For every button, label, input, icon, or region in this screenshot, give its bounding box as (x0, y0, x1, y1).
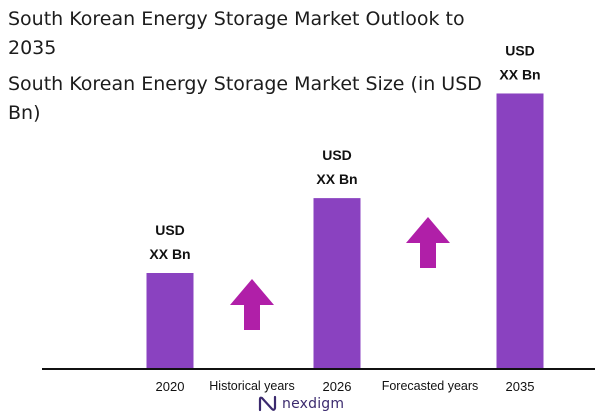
bar-value-label-2020-line2: XX Bn (149, 246, 190, 262)
x-tick-label-2035: 2035 (506, 379, 535, 394)
brand-name: nexdigm (282, 396, 345, 412)
bar-value-label-2035-line2: XX Bn (499, 66, 540, 82)
brand-logo: nexdigm (258, 394, 344, 414)
bar-2035 (496, 93, 544, 369)
chart-title: South Korean Energy Storage Market Outlo… (8, 8, 465, 59)
x-tick-label-2020: 2020 (156, 379, 185, 394)
up-arrow-icon-forecasted (406, 217, 450, 268)
period-label-historical: Historical years (209, 379, 294, 393)
bar-2026 (313, 198, 361, 369)
period-label-forecasted: Forecasted years (382, 379, 479, 393)
bar-value-label-2026-line2: XX Bn (316, 171, 357, 187)
x-tick-label-2026: 2026 (323, 379, 352, 394)
bar-2020 (146, 273, 194, 369)
bar-value-label-2020-line1: USD (155, 222, 185, 238)
nexdigm-n-icon (258, 395, 277, 412)
chart-subtitle: South Korean Energy Storage Market Size … (8, 73, 482, 124)
bar-value-label-2026-line1: USD (322, 147, 352, 163)
up-arrow-icon-historical (230, 279, 274, 330)
bar-value-label-2035-line1: USD (505, 42, 535, 58)
